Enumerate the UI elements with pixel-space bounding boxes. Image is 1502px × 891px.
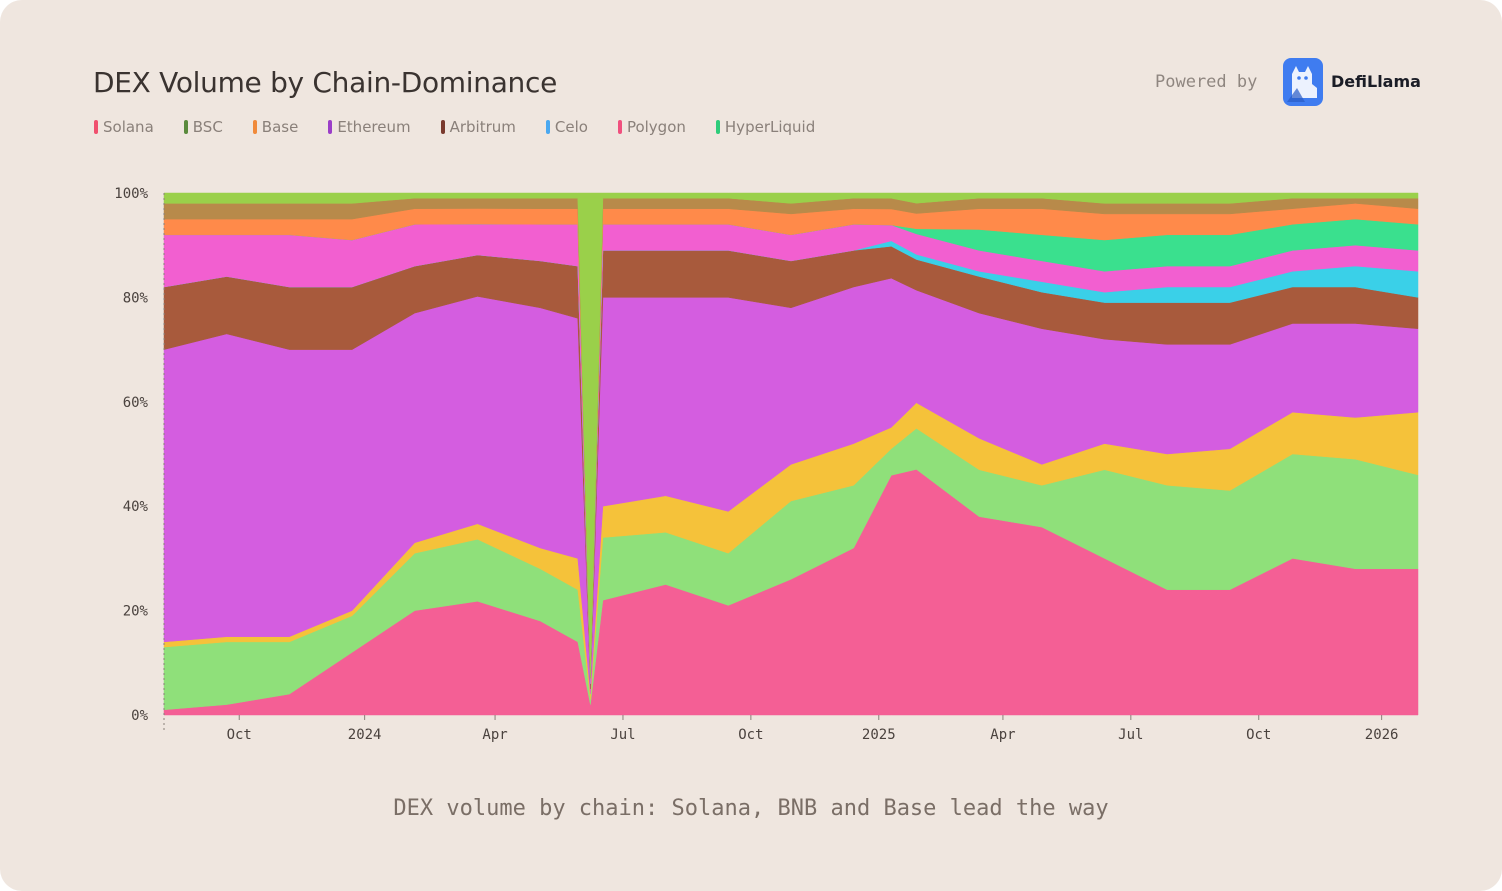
legend-swatch <box>183 120 188 134</box>
x-tick-label: Apr <box>990 727 1015 743</box>
x-tick-label: Apr <box>482 727 507 743</box>
legend-swatch <box>440 120 445 134</box>
legend-label: Celo <box>554 118 588 136</box>
legend-swatch <box>94 120 98 134</box>
y-tick-label: 60% <box>123 395 149 411</box>
x-tick-label: Oct <box>227 727 252 743</box>
chart-caption: DEX volume by chain: Solana, BNB and Bas… <box>393 796 1109 821</box>
legend-label: Base <box>261 118 299 136</box>
legend-label: Arbitrum <box>449 118 516 136</box>
y-tick-label: 100% <box>114 186 148 202</box>
powered-by-label: Powered by <box>1155 72 1258 92</box>
legend-label: Solana <box>103 118 154 136</box>
legend-item-polygon[interactable]: Polygon <box>617 118 686 136</box>
legend-item-solana[interactable]: Solana <box>94 118 154 136</box>
legend-swatch <box>252 120 257 134</box>
legend-item-ethereum[interactable]: Ethereum <box>328 118 411 136</box>
y-tick-label: 0% <box>131 708 148 724</box>
x-tick-label: 2025 <box>862 727 896 743</box>
x-tick-label: 2024 <box>348 727 382 743</box>
legend-item-celo[interactable]: Celo <box>545 118 588 136</box>
legend-swatch <box>545 120 550 134</box>
x-tick-label: Oct <box>738 727 763 743</box>
legend-item-arbitrum[interactable]: Arbitrum <box>440 118 516 136</box>
legend-item-base[interactable]: Base <box>252 118 299 136</box>
legend-label: HyperLiquid <box>724 118 816 136</box>
x-tick-label: Jul <box>610 727 635 743</box>
area-series-other-c[interactable] <box>163 192 1419 679</box>
y-tick-label: 40% <box>123 499 149 515</box>
y-tick-label: 80% <box>123 290 149 306</box>
legend-swatch <box>617 120 622 134</box>
chart-legend: Solana BSC Base Ethereum Arbitrum Celo Polygon… <box>94 118 845 136</box>
legend-swatch <box>328 120 333 134</box>
x-tick-label: 2026 <box>1365 727 1399 743</box>
legend-label: BSC <box>192 118 223 136</box>
legend-label: Ethereum <box>337 118 411 136</box>
x-tick-label: Oct <box>1246 727 1271 743</box>
legend-item-bsc[interactable]: BSC <box>183 118 223 136</box>
defillama-logo-icon <box>1283 58 1323 106</box>
legend-item-hyperliquid[interactable]: HyperLiquid <box>715 118 816 136</box>
brand-name: DefiLlama <box>1331 72 1421 91</box>
y-tick-label: 20% <box>123 604 149 620</box>
legend-swatch <box>715 120 720 134</box>
legend-label: Polygon <box>626 118 686 136</box>
x-tick-label: Jul <box>1118 727 1143 743</box>
chart-title: DEX Volume by Chain-Dominance <box>93 66 558 99</box>
